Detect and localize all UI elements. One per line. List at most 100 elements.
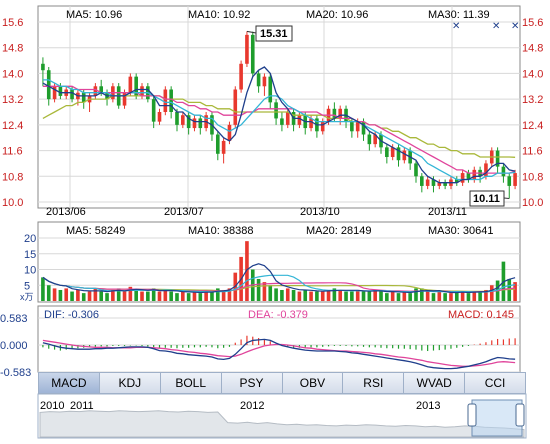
tab-kdj[interactable]: KDJ [99,372,161,394]
volume-bar [87,291,92,301]
volume-bar [396,293,401,301]
volume-bar [128,286,133,301]
volume-bar [466,293,471,301]
volume-bar [390,291,395,301]
price-y-tick-right: 12.4 [522,120,543,132]
volume-bar [425,291,430,301]
volume-bar [256,278,261,301]
price-y-tick-right: 13.2 [522,94,543,106]
price-y-tick-right: 10.0 [522,197,543,209]
nav-year-2012: 2012 [240,400,264,412]
volume-bar [379,291,383,301]
candle-body [472,169,477,180]
price-y-tick-left: 13.2 [2,94,23,106]
candle-body [239,63,243,90]
tab-wvad[interactable]: WVAD [404,372,466,394]
volume-bar [326,289,331,301]
candle-body [175,112,179,125]
tab-cci[interactable]: CCI [465,372,526,394]
price-y-tick-right: 14.0 [522,68,543,80]
navigator-layer [39,410,525,438]
candle-body [367,134,372,145]
macd-y-tick: 0.583 [0,313,28,325]
tab-rsi[interactable]: RSI [343,372,405,394]
navigator-selection[interactable] [471,399,523,437]
volume-bar [274,288,278,301]
volume-bar [181,291,185,301]
candle-body [52,86,57,100]
candle-body [245,34,249,64]
price-y-tick-left: 11.6 [2,146,23,158]
tab-boll[interactable]: BOLL [160,372,222,394]
volume-bar [122,291,127,301]
candle-body [332,108,337,119]
price-legend-ma10: MA10: 10.92 [188,9,250,21]
tab-psy[interactable]: PSY [221,372,283,394]
price-legend-ma5: MA5: 10.96 [66,9,122,21]
volume-bar [76,289,80,301]
price-x-tick: 2013/07 [164,206,204,218]
volume-bar [472,291,477,301]
candle-body [169,89,173,112]
volume-y-tick: 5 [24,280,30,292]
volume-bar [198,293,203,301]
volume-bar [291,289,296,301]
volume-bar [355,289,360,301]
price-legend-ma20: MA20: 10.96 [306,9,368,21]
volume-layer [41,241,517,301]
navigator-handle-right[interactable] [515,403,525,427]
volume-bar [99,291,104,301]
volume-bar [449,293,453,301]
candle-body [390,147,395,157]
volume-bar [338,289,343,301]
close-icon-mid[interactable]: ✕ [492,21,500,32]
volume-bar [303,289,308,301]
price-ma20-line [42,85,516,174]
candle-body [437,182,442,186]
candle-body [460,173,465,183]
volume-bar [175,293,179,301]
candle-body [285,112,290,125]
volume-bar [437,291,442,301]
macd-legend-macd: MACD: 0.145 [448,309,514,321]
volume-bar [484,289,488,301]
candle-body [338,108,343,119]
tab-macd[interactable]: MACD [38,372,100,394]
volume-bar [478,291,482,301]
close-icon-right[interactable]: ✕ [511,21,519,32]
candle-body [431,179,436,186]
volume-bar [146,291,150,301]
candle-body [99,86,104,93]
candle-body [350,121,354,132]
tab-obv[interactable]: OBV [282,372,344,394]
candle-body [215,134,220,154]
price-y-tick-left: 14.8 [2,43,23,55]
volume-bar [309,291,313,301]
indicator-tabs: MACD KDJ BOLL PSY OBV RSI WVAD CCI [38,372,526,394]
candle-body [420,176,424,186]
volume-bar [192,291,197,301]
close-icon-left[interactable]: ✕ [452,21,460,32]
price-ma5-line [42,66,516,184]
candle-body [402,150,407,161]
callout-leaders [246,30,510,199]
candle-body [256,73,261,87]
volume-bar [344,291,348,301]
price-layer [41,31,517,199]
volume-y-tick: 10 [24,265,36,277]
volume-bar [443,293,447,301]
candle-body [268,76,273,103]
volume-bar [414,288,418,301]
candle-body [513,173,517,186]
navigator-handle-left[interactable] [467,403,477,427]
volume-bar [431,293,436,301]
volume-bar [215,288,220,301]
candle-body [425,179,430,186]
candle-body [81,92,86,103]
candle-body [250,34,255,74]
candle-body [163,89,168,112]
volume-bar [385,293,389,301]
volume-bar [105,293,109,301]
